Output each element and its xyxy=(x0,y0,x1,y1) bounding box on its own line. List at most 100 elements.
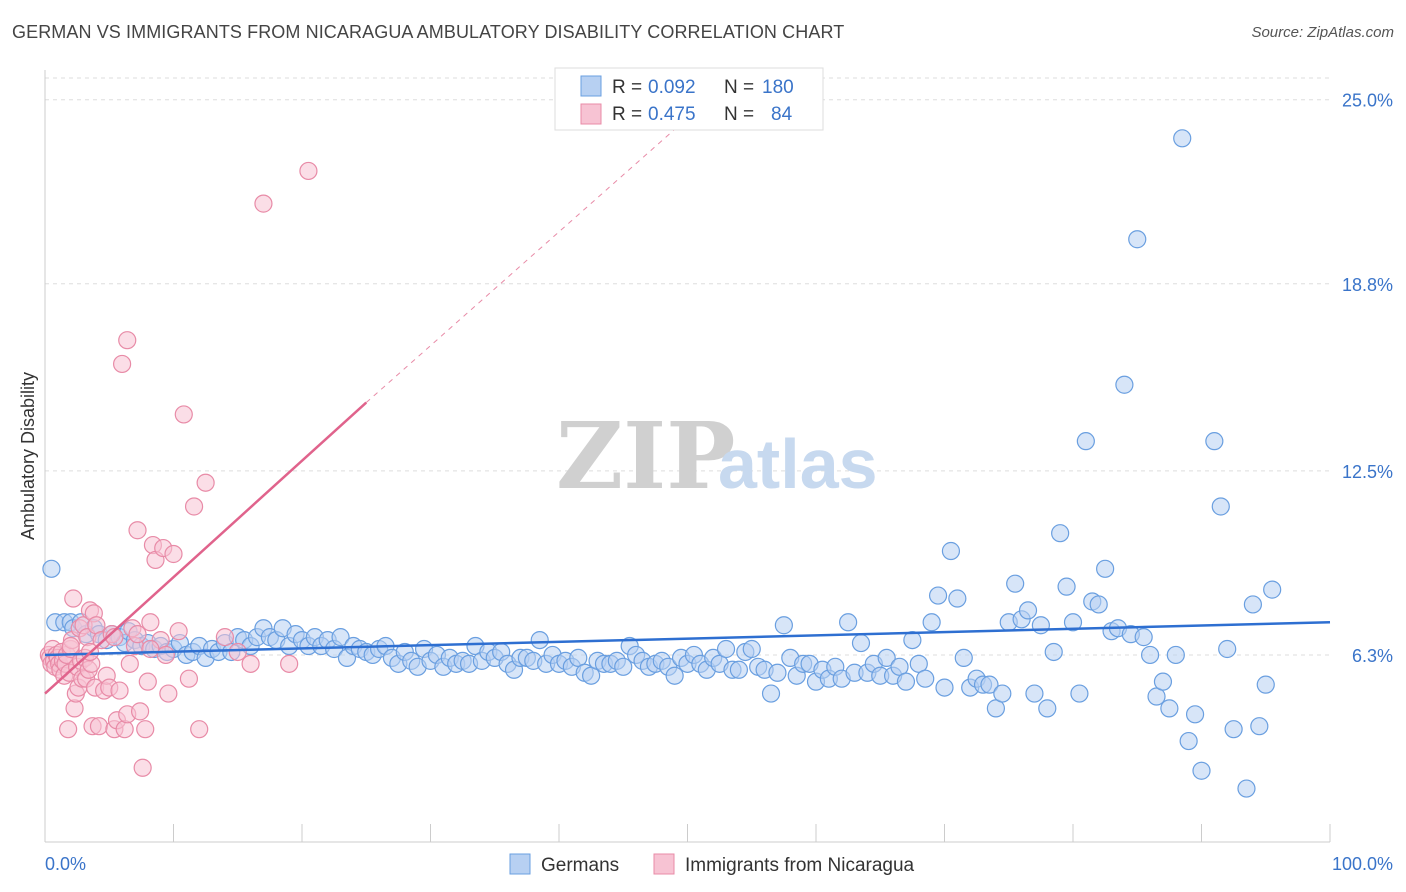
point-germans-170 xyxy=(1128,230,1147,249)
point-nicaragua-64 xyxy=(164,544,183,564)
point-nicaragua-47 xyxy=(112,354,132,374)
legend-n-label-nicaragua: N = xyxy=(724,104,754,125)
watermark-zip: ZIP xyxy=(556,402,735,510)
legend-r-value-germans: 0.092 xyxy=(648,77,696,98)
point-germans-139 xyxy=(928,586,948,605)
point-nicaragua-46 xyxy=(110,681,129,700)
y-tick-label-2: 18.8% xyxy=(1342,275,1393,295)
point-germans-149 xyxy=(993,684,1012,703)
point-nicaragua-80 xyxy=(141,639,160,659)
legend-r-label-germans: R = xyxy=(612,77,642,98)
point-germans-106 xyxy=(716,639,736,659)
point-nicaragua-72 xyxy=(228,642,247,662)
trend-line-nicaragua-extension xyxy=(365,129,675,403)
point-nicaragua-74 xyxy=(254,194,273,213)
point-germans-168 xyxy=(1115,375,1134,394)
point-germans-115 xyxy=(774,616,793,635)
watermark-atlas: atlas xyxy=(718,425,878,503)
point-germans-186 xyxy=(1243,595,1263,614)
point-germans-108 xyxy=(729,660,749,679)
point-germans-46 xyxy=(331,628,350,647)
point-germans-138 xyxy=(922,613,941,632)
legend-swatch-nicaragua xyxy=(580,103,602,125)
point-germans-178 xyxy=(1179,731,1198,751)
point-germans-189 xyxy=(1263,580,1282,599)
point-germans-165 xyxy=(1096,559,1115,578)
point-nicaragua-38 xyxy=(89,717,109,736)
axes xyxy=(44,70,1331,843)
point-nicaragua-76 xyxy=(299,161,318,181)
point-germans-177 xyxy=(1173,129,1192,148)
point-germans-135 xyxy=(903,630,922,650)
point-germans-98 xyxy=(665,666,684,685)
legend-r-value-nicaragua: 0.475 xyxy=(648,104,696,125)
point-germans-147 xyxy=(980,675,999,694)
point-germans-172 xyxy=(1140,645,1160,665)
x-tick-label-0: 0.0% xyxy=(45,854,86,874)
y-tick-labels: 6.3% 12.5% 18.8% 25.0% xyxy=(1342,91,1393,666)
point-nicaragua-67 xyxy=(179,669,199,688)
point-germans-182 xyxy=(1211,497,1230,516)
point-germans-113 xyxy=(761,684,781,703)
point-germans-183 xyxy=(1218,639,1237,659)
point-germans-162 xyxy=(1076,432,1095,451)
point-germans-187 xyxy=(1250,717,1269,736)
series-legend: Germans Immigrants from Nicaragua xyxy=(509,853,915,876)
source-label: Source: ZipAtlas.com xyxy=(1251,24,1394,41)
point-germans-176 xyxy=(1166,645,1185,665)
chart-title: GERMAN VS IMMIGRANTS FROM NICARAGUA AMBU… xyxy=(12,22,845,42)
point-nicaragua-70 xyxy=(196,473,215,492)
point-nicaragua-68 xyxy=(184,497,204,516)
point-nicaragua-78 xyxy=(118,331,137,350)
point-germans-156 xyxy=(1038,699,1057,718)
point-nicaragua-63 xyxy=(159,684,178,703)
y-tick-label-0: 6.3% xyxy=(1352,646,1393,666)
point-nicaragua-15 xyxy=(59,720,78,739)
point-germans-131 xyxy=(877,648,896,668)
point-germans-171 xyxy=(1134,628,1153,647)
point-germans-180 xyxy=(1192,761,1211,780)
point-germans-143 xyxy=(954,648,973,668)
point-nicaragua-65 xyxy=(169,622,188,641)
point-nicaragua-54 xyxy=(130,702,150,721)
point-nicaragua-57 xyxy=(138,672,157,691)
legend-n-value-germans: 180 xyxy=(762,77,794,98)
point-germans-153 xyxy=(1018,601,1038,620)
legend-n-value-nicaragua: 84 xyxy=(771,104,793,125)
point-germans-185 xyxy=(1237,779,1256,798)
point-germans-184 xyxy=(1224,720,1243,739)
point-nicaragua-79 xyxy=(128,521,147,540)
point-germans-157 xyxy=(1044,642,1063,662)
trend-line-germans xyxy=(44,621,1331,657)
trend-line-nicaragua xyxy=(44,401,368,695)
point-germans-188 xyxy=(1256,675,1275,694)
point-nicaragua-73 xyxy=(241,654,260,673)
y-tick-label-3: 25.0% xyxy=(1342,91,1393,111)
point-nicaragua-48 xyxy=(115,720,134,739)
point-germans-114 xyxy=(768,663,787,682)
point-germans-77 xyxy=(530,630,549,650)
point-germans-110 xyxy=(742,639,761,659)
point-nicaragua-66 xyxy=(174,405,193,424)
point-germans-141 xyxy=(941,541,961,561)
trend-lines xyxy=(44,129,1331,695)
bottom-legend-swatch-nicaragua xyxy=(653,853,675,875)
legend-swatch-germans xyxy=(580,75,602,97)
bottom-legend-germans: Germans xyxy=(541,855,619,876)
point-germans-161 xyxy=(1070,684,1089,703)
point-germans-181 xyxy=(1205,432,1224,451)
point-germans-179 xyxy=(1185,705,1205,724)
point-nicaragua-75 xyxy=(280,654,299,673)
point-germans-159 xyxy=(1057,577,1076,596)
data-points xyxy=(39,129,1282,798)
point-germans-127 xyxy=(851,633,871,653)
point-nicaragua-83 xyxy=(61,636,80,656)
point-nicaragua-56 xyxy=(136,720,155,739)
point-germans-142 xyxy=(948,589,967,608)
y-axis-label: Ambulatory Disability xyxy=(18,372,38,540)
point-nicaragua-50 xyxy=(120,654,139,673)
point-nicaragua-81 xyxy=(156,645,175,665)
point-germans-90 xyxy=(614,657,633,676)
point-germans-155 xyxy=(1031,616,1050,635)
